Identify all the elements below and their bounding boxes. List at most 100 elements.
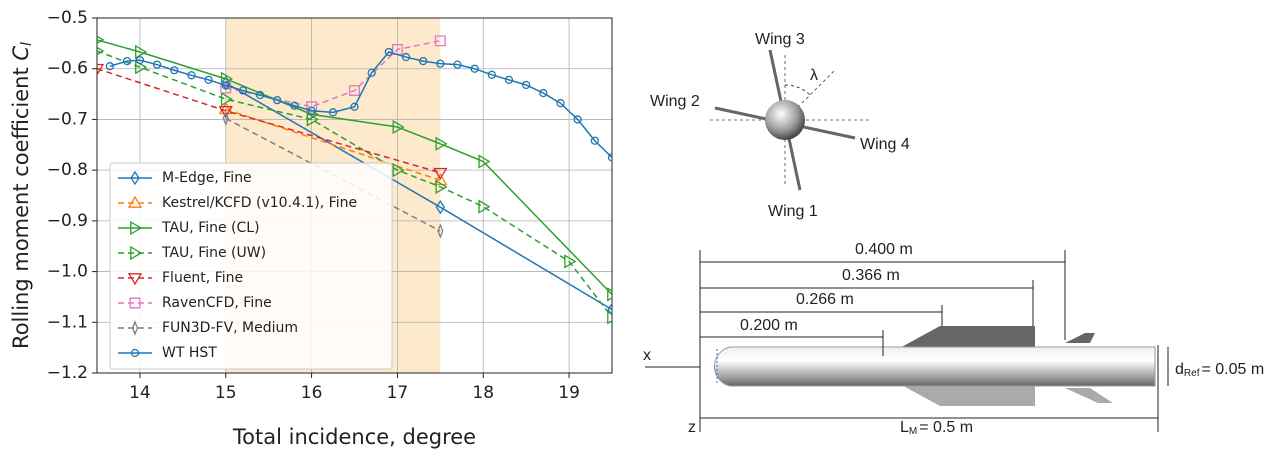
marker <box>131 320 139 336</box>
legend-label: Kestrel/KCFD (v10.4.1), Fine <box>162 195 357 211</box>
legend: M-Edge, Fine Kestrel/KCFD (v10.4.1), Fine… <box>109 162 393 370</box>
subscript: Ref <box>1184 368 1200 379</box>
marker <box>590 136 599 145</box>
marker <box>607 302 612 317</box>
x-tick-label: 18 <box>472 383 494 403</box>
x-tick-label: 14 <box>129 383 151 403</box>
diagram: Wing 3 Wing 2 Wing 4 Wing 1 λ x z 0.400 … <box>643 31 1264 436</box>
y-tick-label: −0.9 <box>47 211 88 231</box>
marker <box>435 199 446 215</box>
marker <box>187 71 196 80</box>
plot-area <box>97 35 612 325</box>
y-tick-label: −1.2 <box>47 363 88 383</box>
diameter-label: dRef = 0.05 m <box>1175 361 1264 378</box>
marker <box>105 62 115 71</box>
y-tick-label: −0.8 <box>47 160 88 180</box>
marker <box>392 163 405 178</box>
marker <box>478 154 491 169</box>
legend-label: TAU, Fine (CL) <box>161 220 260 236</box>
marker <box>392 119 405 135</box>
marker <box>135 60 148 75</box>
marker <box>435 136 448 151</box>
subscript: l <box>19 42 35 46</box>
dimension: 0.266 m <box>796 291 854 308</box>
wing-label: Wing 1 <box>768 203 818 220</box>
y-tick-label: −0.6 <box>47 59 88 79</box>
text: = 0.5 m <box>919 419 973 436</box>
y-tick-label: −1.1 <box>47 312 88 332</box>
marker <box>435 179 448 195</box>
marker <box>220 92 234 107</box>
angle-arc <box>784 84 811 96</box>
marker <box>290 101 299 110</box>
marker <box>218 105 233 119</box>
marker <box>273 96 282 105</box>
x-tick-label: 19 <box>558 383 580 403</box>
marker <box>350 102 359 111</box>
y-tick-label: −0.7 <box>47 109 88 129</box>
plot-frame <box>96 17 613 374</box>
x-tick-label: 17 <box>387 383 409 403</box>
dimension: 0.400 m <box>855 241 913 258</box>
legend-label: RavenCFD, Fine <box>162 295 272 311</box>
marker <box>453 60 462 69</box>
marker <box>522 80 531 90</box>
marker <box>135 44 148 60</box>
symbol: L <box>900 419 909 436</box>
y-tick-label: −0.5 <box>47 8 88 28</box>
x-tick-label: 16 <box>301 383 323 403</box>
marker <box>436 59 445 68</box>
y-tick-label: −1.0 <box>47 262 88 282</box>
marker <box>97 35 105 45</box>
text: = 0.05 m <box>1201 361 1264 378</box>
marker <box>556 99 565 108</box>
axis-label: z <box>688 419 696 436</box>
wing-label: Wing 3 <box>755 31 805 48</box>
x-axis-label: Total incidence, degree <box>232 425 476 449</box>
legend-label: FUN3D-FV, Medium <box>162 320 298 336</box>
marker <box>221 81 230 90</box>
marker <box>539 88 548 98</box>
legend-label: TAU, Fine (UW) <box>161 245 266 261</box>
marker <box>564 254 577 269</box>
marker <box>170 66 179 75</box>
marker <box>487 70 496 79</box>
y-axis-label: Rolling moment coefficient Cl <box>9 42 35 349</box>
marker <box>122 56 132 66</box>
subscript: M <box>909 426 917 437</box>
marker <box>130 220 143 236</box>
marker <box>437 223 444 239</box>
fin <box>1065 388 1113 403</box>
marker <box>204 75 213 85</box>
marker <box>152 60 162 69</box>
missile-body <box>714 346 1156 387</box>
marker <box>470 64 479 73</box>
marker <box>349 85 360 96</box>
legend-label: Fluent, Fine <box>162 270 243 286</box>
marker <box>367 68 376 77</box>
series-line <box>225 82 612 311</box>
marker <box>238 86 248 95</box>
series-line <box>225 40 441 108</box>
marker <box>135 55 145 65</box>
marker <box>328 108 338 117</box>
series-line <box>97 50 612 318</box>
marker <box>573 115 582 124</box>
marker <box>220 82 232 94</box>
marker <box>306 112 319 127</box>
length-label: LM = 0.5 m <box>900 419 973 436</box>
symbol: d <box>1175 361 1184 378</box>
marker <box>504 75 514 85</box>
marker <box>97 46 105 56</box>
marker <box>401 52 411 62</box>
label-text: Rolling moment coefficient <box>9 61 33 349</box>
body-section <box>765 100 805 140</box>
dimension: 0.366 m <box>842 267 900 284</box>
marker <box>130 245 143 261</box>
marker <box>434 35 446 47</box>
marker <box>384 47 393 57</box>
dimension: 0.200 m <box>740 317 798 334</box>
symbol: C <box>9 46 33 61</box>
fin <box>1065 333 1095 343</box>
marker <box>307 106 316 115</box>
